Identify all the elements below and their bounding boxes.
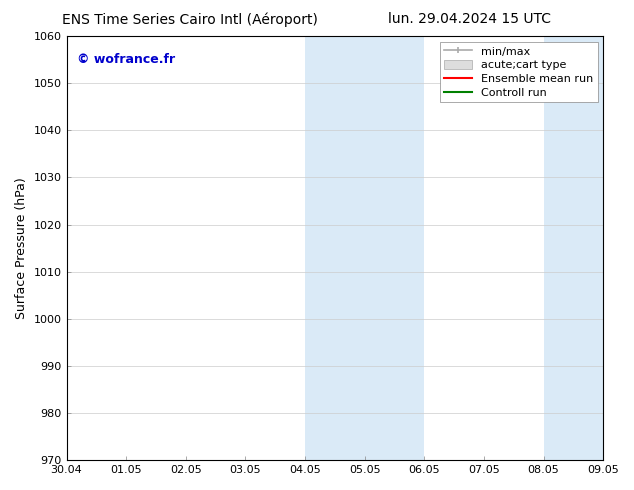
Legend: min/max, acute;cart type, Ensemble mean run, Controll run: min/max, acute;cart type, Ensemble mean …	[440, 42, 598, 102]
Text: © wofrance.fr: © wofrance.fr	[77, 53, 176, 66]
Y-axis label: Surface Pressure (hPa): Surface Pressure (hPa)	[15, 177, 28, 319]
Bar	[305, 36, 424, 460]
Text: lun. 29.04.2024 15 UTC: lun. 29.04.2024 15 UTC	[387, 12, 551, 26]
Bar	[543, 36, 603, 460]
Text: ENS Time Series Cairo Intl (Aéroport): ENS Time Series Cairo Intl (Aéroport)	[62, 12, 318, 27]
